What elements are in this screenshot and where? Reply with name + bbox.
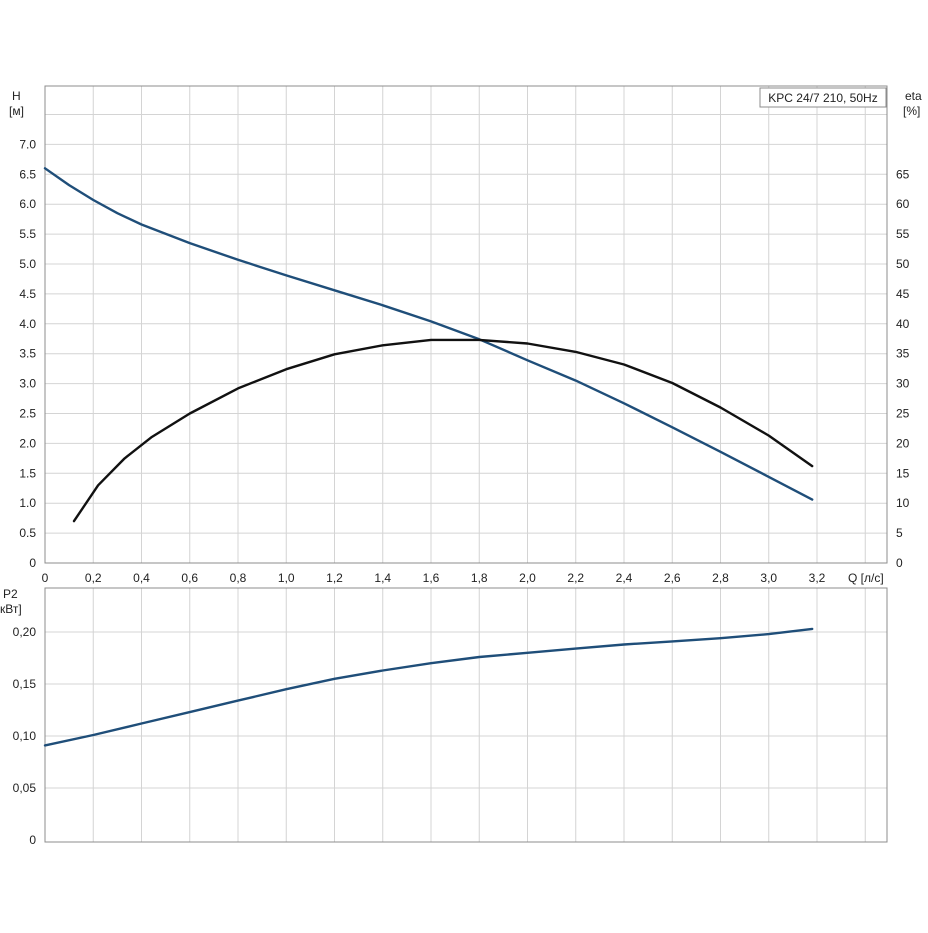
plot-frame-top <box>44 85 888 564</box>
y-tick-label-left: 5.5 <box>19 227 36 241</box>
x-tick-label: 0,8 <box>230 571 247 585</box>
y-tick-label-power: 0,05 <box>13 781 37 795</box>
x-tick-label: 2,6 <box>664 571 681 585</box>
x-tick-label: 1,8 <box>471 571 488 585</box>
y-axis-label-right-unit: [%] <box>903 104 920 118</box>
y-tick-label-left: 5.0 <box>19 257 36 271</box>
x-tick-label: 2,4 <box>616 571 633 585</box>
power-curve <box>43 627 814 747</box>
x-tick-label: 2,0 <box>519 571 536 585</box>
x-tick-label: 3,0 <box>760 571 777 585</box>
y-axis-label-power-unit: кВт] <box>0 602 22 616</box>
x-tick-label: 1,6 <box>423 571 440 585</box>
y-tick-label-right: 0 <box>896 556 903 570</box>
y-tick-label-left: 0.5 <box>19 526 36 540</box>
y-tick-label-right: 65 <box>896 167 910 181</box>
head-curve <box>43 167 814 501</box>
y-tick-label-left: 2.0 <box>19 436 36 450</box>
x-tick-label: 0,6 <box>181 571 198 585</box>
y-tick-label-left: 3.5 <box>19 347 36 361</box>
y-tick-label-left: 3.0 <box>19 377 36 391</box>
y-tick-label-left: 1.0 <box>19 496 36 510</box>
y-tick-label-left: 1.5 <box>19 466 36 480</box>
y-axis-label-left-unit: [м] <box>9 104 24 118</box>
y-axis-label-right: eta <box>905 89 922 103</box>
y-tick-label-right: 5 <box>896 526 903 540</box>
y-tick-label-left: 2.5 <box>19 407 36 421</box>
y-tick-label-right: 60 <box>896 197 910 211</box>
y-tick-label-power: 0,15 <box>13 677 37 691</box>
y-tick-label-right: 10 <box>896 496 910 510</box>
y-tick-label-power: 0,10 <box>13 729 37 743</box>
y-tick-label-right: 20 <box>896 436 910 450</box>
x-tick-label: 0,4 <box>133 571 150 585</box>
x-tick-label: 3,2 <box>809 571 826 585</box>
y-tick-label-power: 0,20 <box>13 625 37 639</box>
y-tick-label-left: 6.5 <box>19 167 36 181</box>
y-tick-label-right: 45 <box>896 287 910 301</box>
y-tick-label-left: 4.0 <box>19 317 36 331</box>
y-tick-label-right: 25 <box>896 407 910 421</box>
x-tick-label: 1,2 <box>326 571 343 585</box>
y-tick-label-right: 35 <box>896 347 910 361</box>
y-tick-label-left: 7.0 <box>19 137 36 151</box>
x-tick-label: 1,4 <box>374 571 391 585</box>
x-axis-label: Q [л/с] <box>848 571 884 585</box>
y-tick-label-left: 6.0 <box>19 197 36 211</box>
y-tick-label-right: 30 <box>896 377 910 391</box>
x-tick-label: 1,0 <box>278 571 295 585</box>
y-tick-label-power: 0 <box>29 833 36 847</box>
x-tick-label: 2,8 <box>712 571 729 585</box>
title-box <box>759 87 887 108</box>
y-tick-label-left: 0 <box>29 556 36 570</box>
x-tick-label: 0 <box>42 571 49 585</box>
y-axis-label-power: P2 <box>3 587 18 601</box>
y-tick-label-right: 55 <box>896 227 910 241</box>
efficiency-curve <box>72 338 814 523</box>
chart-title: KPC 24/7 210, 50Hz <box>768 91 877 105</box>
y-tick-label-right: 15 <box>896 466 910 480</box>
y-axis-label-left: H <box>12 89 21 103</box>
y-tick-label-right: 40 <box>896 317 910 331</box>
plot-frame-bottom <box>44 587 888 843</box>
x-tick-label: 2,2 <box>567 571 584 585</box>
y-tick-label-left: 4.5 <box>19 287 36 301</box>
y-tick-label-right: 50 <box>896 257 910 271</box>
x-tick-label: 0,2 <box>85 571 102 585</box>
